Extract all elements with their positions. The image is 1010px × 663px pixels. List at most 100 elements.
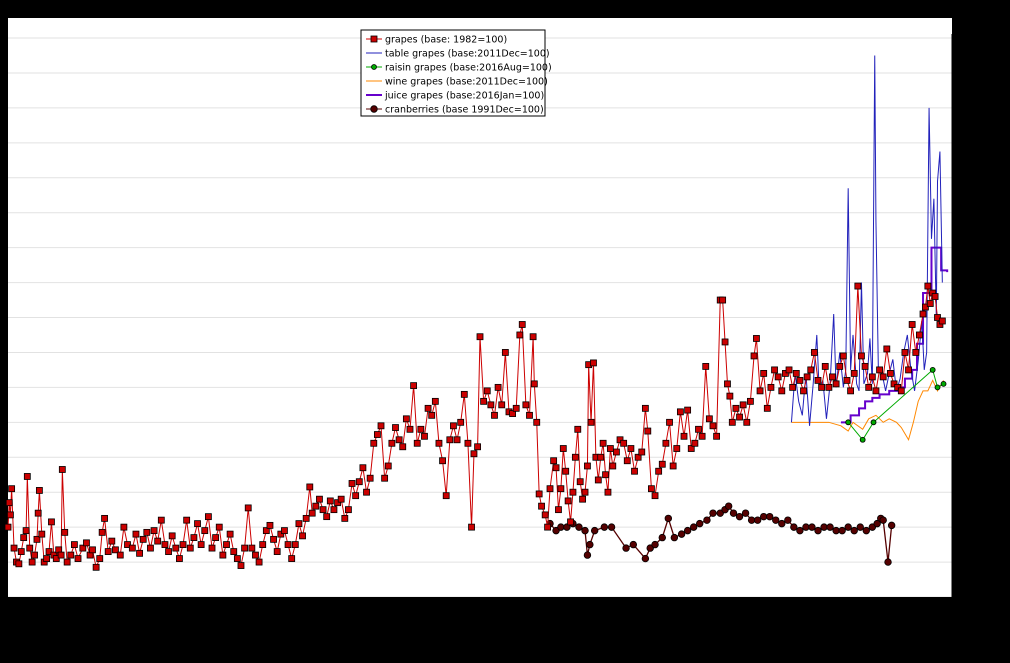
data-point	[919, 310, 927, 318]
data-point	[435, 439, 443, 447]
x-tick-label: 2011	[781, 617, 791, 640]
data-point	[7, 511, 14, 519]
data-point	[348, 480, 356, 487]
data-point	[820, 523, 828, 531]
data-point	[673, 445, 681, 452]
data-point	[908, 321, 916, 328]
data-point	[176, 555, 183, 562]
data-point	[772, 516, 780, 524]
data-point	[736, 413, 743, 421]
data-point	[74, 555, 82, 562]
data-point	[670, 533, 679, 542]
data-point	[204, 513, 212, 521]
data-point	[392, 424, 399, 431]
data-point	[316, 495, 323, 503]
x-tick-label: 1973	[322, 617, 332, 640]
x-tick-label: 1981	[418, 617, 428, 640]
x-tick-label: 1970	[286, 617, 296, 640]
x-tick-label: 1950	[44, 617, 54, 640]
data-point	[552, 464, 560, 472]
data-point	[241, 544, 249, 552]
x-tick-label: 1987	[491, 617, 501, 640]
data-point	[150, 527, 158, 535]
data-point	[702, 363, 710, 370]
data-point	[890, 380, 898, 388]
x-tick-label: 1968	[262, 617, 272, 640]
data-point	[399, 443, 407, 451]
data-point	[512, 404, 520, 412]
data-point	[759, 512, 768, 521]
x-tick-label: 1961	[177, 617, 187, 640]
legend: grapes (base: 1982=100) table grapes (bas…	[360, 29, 552, 117]
x-tick-label: 1986	[479, 617, 489, 640]
data-point	[183, 516, 191, 524]
data-point	[644, 427, 652, 435]
data-point	[782, 369, 789, 377]
data-point	[410, 382, 418, 390]
x-tick-label: 2019	[877, 617, 887, 640]
data-point	[658, 460, 666, 468]
data-point	[45, 548, 53, 555]
data-point	[498, 401, 506, 409]
x-tick-label: 1947	[8, 617, 18, 640]
data-point	[872, 387, 880, 395]
data-point	[709, 422, 717, 430]
data-point	[832, 380, 840, 388]
x-tick-label: 2003	[684, 617, 694, 640]
data-point	[854, 282, 862, 290]
data-point	[613, 448, 620, 456]
data-point	[887, 521, 896, 530]
data-point	[345, 506, 352, 514]
data-point	[439, 457, 446, 465]
data-point	[934, 314, 941, 321]
data-point	[562, 467, 570, 475]
data-point	[406, 425, 414, 433]
data-point	[487, 401, 495, 409]
data-point	[729, 509, 738, 517]
data-point	[522, 401, 530, 409]
data-point	[931, 293, 939, 300]
data-point	[778, 519, 786, 528]
x-tick-label: 1988	[503, 617, 513, 640]
legend-item: juice grapes (base:2016Jan=100)	[366, 91, 544, 102]
data-point	[599, 439, 607, 447]
data-point	[743, 418, 751, 426]
x-tick-label: 2013	[805, 617, 815, 640]
data-point	[760, 369, 768, 377]
data-point	[571, 453, 579, 461]
data-point	[546, 485, 554, 493]
data-point	[323, 513, 331, 521]
x-tick-label: 2015	[829, 617, 839, 640]
data-point	[168, 532, 176, 540]
x-tick-label: 1978	[382, 617, 392, 640]
data-point	[453, 436, 461, 444]
data-point	[136, 549, 143, 557]
data-point	[468, 523, 475, 531]
data-point	[244, 504, 252, 512]
data-point	[70, 541, 78, 548]
data-point	[128, 544, 136, 552]
data-point	[887, 369, 894, 377]
data-point	[929, 367, 936, 373]
data-point	[753, 516, 762, 524]
x-tick-label: 2018	[865, 617, 875, 640]
data-point	[600, 523, 609, 531]
x-tick-label: 1974	[334, 617, 344, 640]
data-point	[602, 471, 609, 479]
data-point	[581, 488, 589, 496]
data-point	[363, 488, 370, 496]
x-tick-label: 2016	[841, 617, 851, 640]
x-tick-label: 1971	[298, 617, 308, 640]
y-tick-label: 80	[960, 453, 973, 464]
data-point	[623, 457, 631, 465]
data-point	[535, 490, 543, 498]
data-point	[291, 541, 299, 548]
x-tick-label: 1994	[575, 617, 585, 640]
data-point	[262, 527, 270, 535]
data-point	[226, 530, 234, 538]
legend-label: cranberries (base 1991Dec=100)	[385, 105, 544, 116]
data-point	[705, 415, 713, 423]
data-point	[818, 383, 826, 391]
